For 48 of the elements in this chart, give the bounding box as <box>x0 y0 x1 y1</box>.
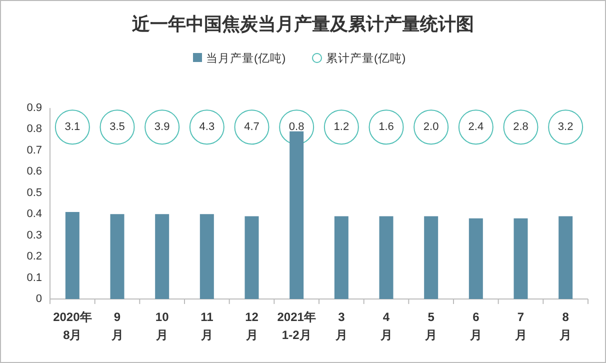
y-tick-label: 0.5 <box>26 186 42 199</box>
legend-label: 当月产量(亿吨) <box>206 51 286 65</box>
x-tick-label: 11 月 <box>200 310 214 342</box>
y-tick-label: 0.6 <box>26 166 42 178</box>
x-tick-label: 7 月 <box>514 310 527 342</box>
x-tick-label: 6 月 <box>468 310 482 342</box>
bar <box>379 216 394 299</box>
y-tick-label: 0.7 <box>26 144 42 156</box>
x-tick-label: 3 月 <box>334 310 348 342</box>
x-tick-label: 2020年 8月 <box>53 310 92 342</box>
annotation: 3.2 <box>558 121 574 134</box>
annotation: 3.1 <box>64 121 80 134</box>
y-tick-label: 0.9 <box>26 102 42 114</box>
annotation: 1.6 <box>378 121 394 134</box>
annotation: 4.7 <box>244 121 260 134</box>
x-tick-label: 12 月 <box>244 310 259 342</box>
bar <box>334 216 348 299</box>
legend-label: 累计产量(亿吨) <box>326 51 406 65</box>
x-tick-label: 2021年 1-2月 <box>277 310 316 342</box>
y-tick-label: 0.8 <box>26 123 42 136</box>
annotation: 2.4 <box>468 121 484 134</box>
chart-title: 近一年中国焦炭当月产量及累计产量统计图 <box>131 14 474 34</box>
x-tick-label: 4 月 <box>379 310 392 342</box>
bar <box>65 212 80 299</box>
y-tick-label: 0.4 <box>26 208 42 220</box>
bar <box>244 216 259 299</box>
y-tick-label: 0.3 <box>26 229 42 242</box>
x-tick-label: 9 月 <box>110 310 124 342</box>
x-tick-label: 5 月 <box>424 310 438 342</box>
x-tick-label: 8 月 <box>558 310 572 342</box>
y-tick-label: 0 <box>36 293 42 305</box>
annotation: 3.9 <box>154 121 170 134</box>
annotation: 0.8 <box>288 121 304 134</box>
y-tick-label: 0.2 <box>26 250 42 263</box>
bar <box>155 214 170 299</box>
x-tick-label: 10 月 <box>155 310 170 342</box>
annotation: 2.0 <box>423 121 439 134</box>
annotation: 2.8 <box>513 121 528 134</box>
bar <box>468 218 483 299</box>
annotation: 3.5 <box>110 121 125 134</box>
bar <box>200 214 214 299</box>
annotation: 4.3 <box>199 121 215 134</box>
bar <box>514 218 528 299</box>
bar <box>110 214 124 299</box>
bar <box>424 216 438 299</box>
annotation: 1.2 <box>334 121 350 134</box>
bar <box>558 216 573 299</box>
y-tick-label: 0.1 <box>26 272 42 284</box>
